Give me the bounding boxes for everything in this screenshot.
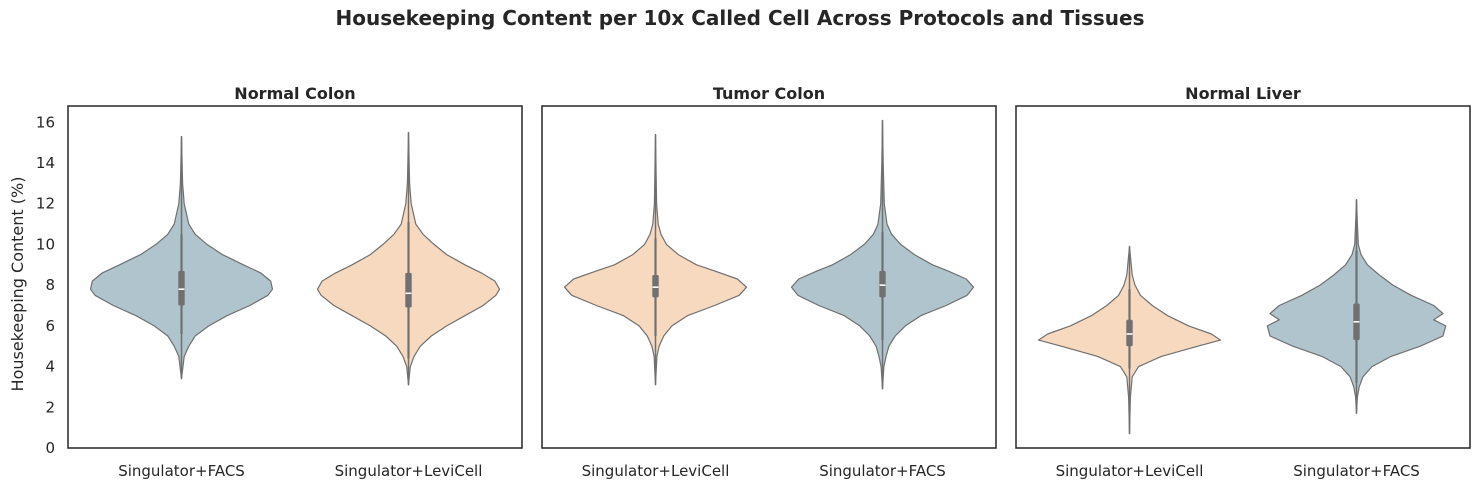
panel-title: Tumor Colon bbox=[713, 84, 825, 103]
panel-frame bbox=[1015, 105, 1471, 449]
y-tick-label: 10 bbox=[36, 235, 55, 253]
y-tick-label: 16 bbox=[36, 113, 55, 131]
y-tick-label: 2 bbox=[45, 398, 55, 416]
x-tick-label: Singulator+LeviCell bbox=[335, 462, 483, 480]
x-tick-label: Singulator+FACS bbox=[118, 462, 245, 480]
x-tick-label: Singulator+FACS bbox=[1293, 462, 1420, 480]
y-axis-label: Housekeeping Content (%) bbox=[8, 177, 27, 392]
violin-iqr-box bbox=[652, 274, 659, 298]
y-tick-label: 6 bbox=[45, 317, 55, 335]
x-tick-label: Singulator+FACS bbox=[819, 462, 946, 480]
panel-title: Normal Liver bbox=[1185, 84, 1301, 103]
x-tick-label: Singulator+LeviCell bbox=[1056, 462, 1204, 480]
y-tick-label: 12 bbox=[36, 195, 55, 213]
figure-title: Housekeeping Content per 10x Called Cell… bbox=[336, 6, 1145, 30]
violin-iqr-box bbox=[178, 270, 185, 306]
y-tick-label: 0 bbox=[45, 439, 55, 457]
x-tick-label: Singulator+LeviCell bbox=[582, 462, 730, 480]
panels-group: 0 2 4 6 8 10 12 14 16 Normal Colon Singulator+FACS… bbox=[36, 84, 1471, 480]
y-tick-label: 14 bbox=[36, 154, 55, 172]
panel-frame bbox=[541, 105, 997, 449]
violin-iqr-box bbox=[405, 272, 412, 308]
panel-frame bbox=[67, 105, 523, 449]
y-tick-label: 8 bbox=[45, 276, 55, 294]
violin-iqr-box bbox=[1126, 319, 1133, 347]
y-tick-label: 4 bbox=[45, 358, 55, 376]
violin-iqr-box bbox=[879, 270, 886, 298]
panel-title: Normal Colon bbox=[234, 84, 355, 103]
